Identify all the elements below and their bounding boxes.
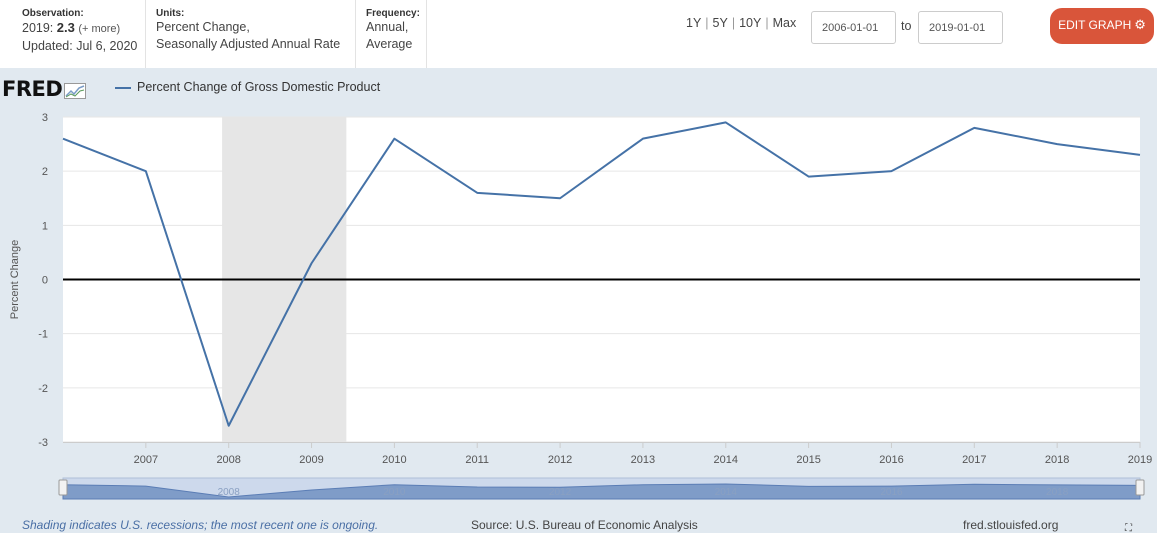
x-tick-label: 2015 — [796, 454, 820, 466]
x-tick-label: 2014 — [714, 454, 738, 466]
navigator-label: 2016 — [880, 487, 903, 498]
x-tick-label: 2010 — [382, 454, 406, 466]
x-tick-label: 2008 — [216, 454, 240, 466]
range-1y[interactable]: 1Y — [686, 16, 702, 30]
site-link[interactable]: fred.stlouisfed.org — [963, 518, 1059, 532]
navigator-label: 2010 — [383, 487, 406, 498]
x-tick-label: 2019 — [1128, 454, 1152, 466]
legend-series-name: Percent Change of Gross Domestic Product — [137, 80, 381, 94]
observation-value: 2.3 — [56, 20, 75, 35]
start-date-input[interactable]: 2006-01-01 — [811, 11, 896, 44]
legend-swatch — [115, 86, 131, 89]
range-5y[interactable]: 5Y — [712, 16, 728, 30]
x-tick-label: 2018 — [1045, 454, 1069, 466]
navigator-handle-right[interactable] — [1135, 479, 1145, 496]
observation-line: 2019: 2.3 (+ more) — [22, 19, 145, 38]
chart-svg: 3 2 1 0 -1 -2 -3 2007 2008 2009 2010 2011 2012 2013 20… — [9, 112, 1152, 500]
edit-graph-button[interactable]: EDIT GRAPH ⚙ — [1050, 8, 1154, 44]
graph-panel: 3 2 1 0 -1 -2 -3 2007 2008 2009 2010 2011 2012 2013 20… — [0, 68, 1157, 533]
observation-updated: Updated: Jul 6, 2020 — [22, 39, 138, 53]
y-tick-label: 1 — [42, 220, 48, 232]
observation-label: Observation: — [22, 8, 84, 19]
frequency-label: Frequency: — [366, 8, 420, 19]
frequency-line-1: Annual, — [366, 20, 409, 34]
x-tick-label: 2007 — [134, 454, 158, 466]
observation-date: 2019: — [22, 21, 54, 35]
observation-panel: Observation: 2019: 2.3 (+ more) Updated:… — [0, 0, 146, 68]
recession-note: Shading indicates U.S. recessions; the m… — [22, 518, 379, 532]
y-tick-label: -1 — [38, 329, 48, 341]
observation-more-link[interactable]: (+ more) — [78, 23, 121, 35]
y-tick-label: 0 — [42, 275, 48, 287]
range-max[interactable]: Max — [772, 16, 797, 30]
fred-logo: FRED — [2, 77, 87, 101]
range-selector: 1Y | 5Y | 10Y | Max — [686, 16, 797, 30]
navigator-label: 2014 — [715, 487, 738, 498]
chart-legend: Percent Change of Gross Domestic Product — [115, 80, 380, 94]
date-to-label: to — [901, 19, 912, 33]
source-note[interactable]: Source: U.S. Bureau of Economic Analysis — [471, 518, 698, 532]
navigator-label: 2018 — [1046, 487, 1069, 498]
fred-logo-text: FRED — [2, 77, 63, 101]
y-tick-label: -3 — [38, 437, 48, 449]
fred-logo-graph-icon — [64, 83, 87, 99]
y-tick-label: 2 — [42, 166, 48, 178]
units-line-1: Percent Change, — [156, 20, 250, 34]
x-tick-label: 2017 — [962, 454, 986, 466]
units-panel: Units: Percent Change, Seasonally Adjust… — [146, 0, 356, 68]
x-tick-label: 2011 — [465, 454, 489, 466]
x-tick-label: 2012 — [548, 454, 572, 466]
navigator-label: 2008 — [218, 487, 241, 498]
info-bar: Observation: 2019: 2.3 (+ more) Updated:… — [0, 0, 1157, 68]
x-tick-label: 2009 — [299, 454, 323, 466]
y-tick-label: -2 — [38, 383, 48, 395]
series-line-0 — [62, 121, 1141, 427]
x-tick-label: 2016 — [879, 454, 903, 466]
frequency-line-2: Average — [366, 37, 413, 51]
units-line-2: Seasonally Adjusted Annual Rate — [156, 37, 341, 51]
frequency-panel: Frequency: Annual, Average — [356, 0, 427, 68]
navigator-series-area — [62, 483, 1141, 500]
y-tick-label: 3 — [42, 112, 48, 124]
gear-icon: ⚙ — [1134, 17, 1146, 32]
edit-graph-label: EDIT GRAPH — [1058, 18, 1132, 32]
end-date-input[interactable]: 2019-01-01 — [918, 11, 1003, 44]
navigator-label: 2012 — [549, 487, 572, 498]
x-tick-label: 2013 — [631, 454, 655, 466]
fullscreen-icon[interactable]: ⛶ — [1125, 523, 1132, 533]
units-label: Units: — [156, 8, 185, 19]
y-axis-title: Percent Change — [9, 240, 21, 320]
navigator-handle-left[interactable] — [58, 479, 68, 496]
range-10y[interactable]: 10Y — [739, 16, 762, 30]
